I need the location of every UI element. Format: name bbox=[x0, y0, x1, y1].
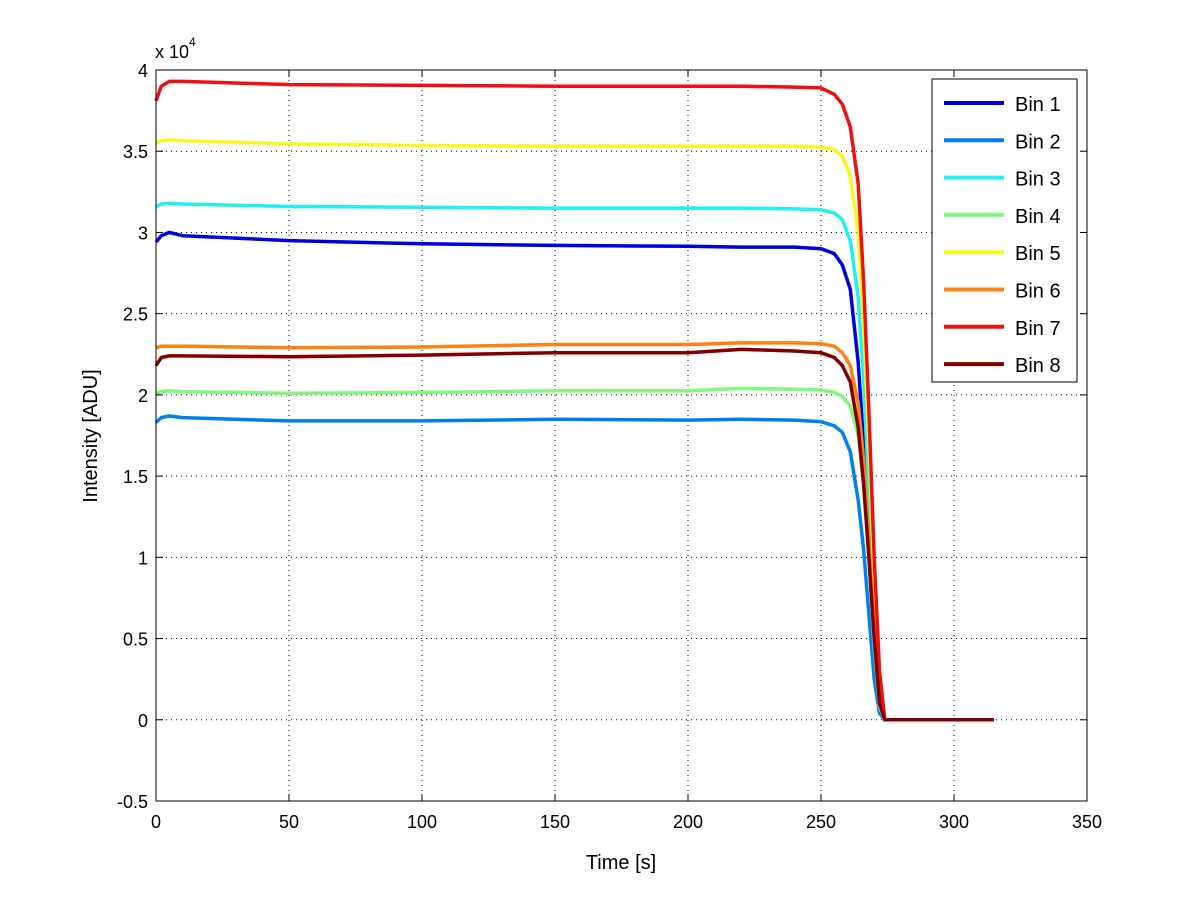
y-tick-label: 2.5 bbox=[123, 305, 148, 325]
legend-item: Bin 2 bbox=[944, 131, 1061, 153]
legend-box bbox=[931, 78, 1078, 383]
legend-label: Bin 7 bbox=[1015, 318, 1061, 340]
y-ticks: -0.5 0 0.5 1 1.5 2 2.5 3 3.5 4 bbox=[117, 61, 1087, 812]
legend-label: Bin 1 bbox=[1015, 94, 1061, 116]
y-tick-label: 2 bbox=[138, 386, 148, 406]
series-lines bbox=[154, 79, 994, 722]
legend-label: Bin 8 bbox=[1015, 355, 1061, 377]
series-line-bin-8 bbox=[154, 347, 994, 722]
axes-box bbox=[155, 69, 1088, 802]
y-tick-label: 3 bbox=[138, 223, 148, 243]
x-ticks: 0 50 100 150 200 250 300 350 bbox=[151, 70, 1102, 832]
x-tick-label: 50 bbox=[279, 812, 299, 832]
x-tick-label: 350 bbox=[1072, 812, 1102, 832]
x-tick-label: 0 bbox=[151, 812, 161, 832]
legend-item: Bin 3 bbox=[944, 169, 1061, 191]
y-multiplier: x 104 bbox=[155, 35, 196, 62]
y-tick-label: 0.5 bbox=[123, 630, 148, 650]
y-tick-label: 4 bbox=[138, 61, 148, 81]
legend: Bin 1 Bin 2 Bin 3 Bin 4 Bin 5 Bin 6 Bin 7 Bin 8 bbox=[931, 78, 1078, 383]
y-tick-label: -0.5 bbox=[117, 792, 148, 812]
legend-item: Bin 6 bbox=[944, 281, 1061, 303]
y-axis-label: Intensity [ADU] bbox=[80, 369, 102, 502]
legend-item: Bin 7 bbox=[944, 318, 1061, 340]
legend-label: Bin 5 bbox=[1015, 243, 1061, 265]
legend-label: Bin 4 bbox=[1015, 206, 1061, 228]
legend-item: Bin 8 bbox=[944, 355, 1061, 377]
x-tick-label: 300 bbox=[939, 812, 969, 832]
x-tick-label: 150 bbox=[540, 812, 570, 832]
legend-item: Bin 5 bbox=[944, 243, 1061, 265]
legend-label: Bin 2 bbox=[1015, 131, 1061, 153]
x-tick-label: 100 bbox=[407, 812, 437, 832]
x-tick-label: 200 bbox=[673, 812, 703, 832]
y-tick-label: 3.5 bbox=[123, 142, 148, 162]
y-tick-label: 1.5 bbox=[123, 467, 148, 487]
y-tick-label: 0 bbox=[138, 711, 148, 731]
legend-label: Bin 3 bbox=[1015, 169, 1061, 191]
series-line-bin-7 bbox=[154, 79, 994, 722]
y-tick-label: 1 bbox=[138, 548, 148, 568]
legend-item: Bin 1 bbox=[944, 94, 1061, 116]
legend-label: Bin 6 bbox=[1015, 281, 1061, 303]
x-axis-label: Time [s] bbox=[586, 852, 656, 874]
x-tick-label: 250 bbox=[806, 812, 836, 832]
legend-item: Bin 4 bbox=[944, 206, 1061, 228]
